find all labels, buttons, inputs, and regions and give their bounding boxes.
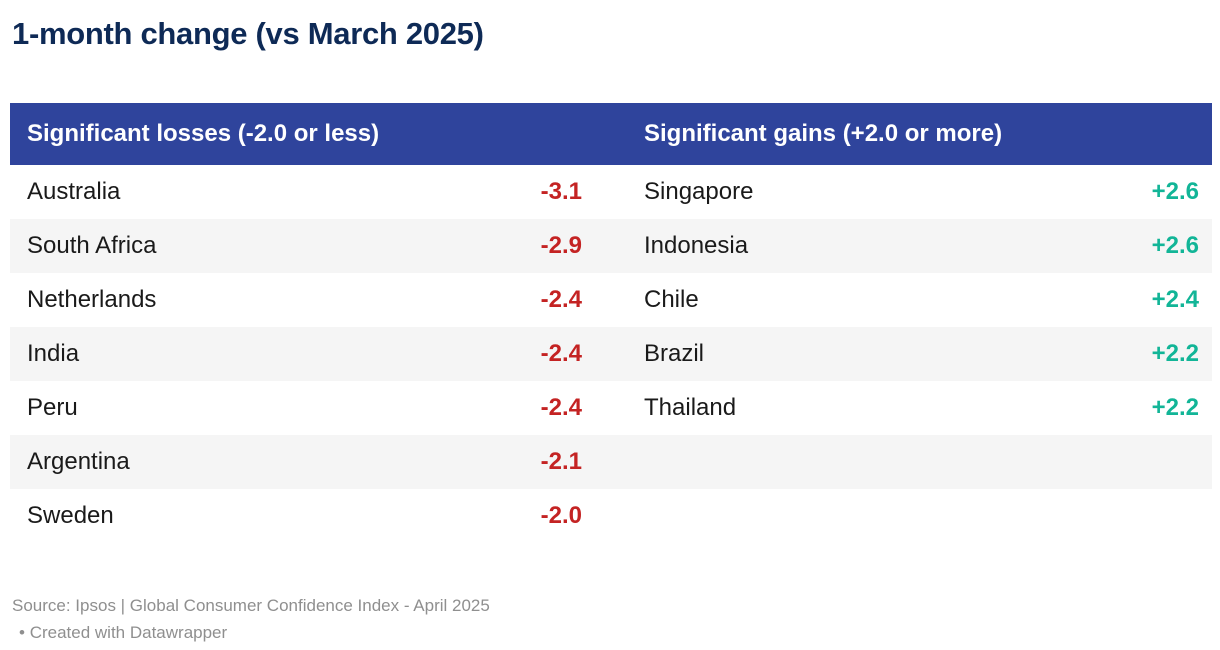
loss-country-cell: Peru <box>27 394 78 421</box>
loss-country-cell: Netherlands <box>27 286 157 313</box>
table-row: Australia -3.1 Singapore +2.6 <box>10 165 1212 219</box>
gain-country-cell: Indonesia <box>644 232 749 259</box>
loss-country-cell: South Africa <box>27 232 157 259</box>
datawrapper-attribution-link[interactable]: Created with Datawrapper <box>29 623 228 642</box>
table-row: Sweden -2.0 <box>10 489 1212 543</box>
loss-value-cell: -2.4 <box>540 286 582 313</box>
table-header-row: Significant losses (-2.0 or less) Signif… <box>10 103 1212 165</box>
loss-country-cell: Sweden <box>27 502 114 529</box>
gain-country-cell: Thailand <box>644 394 737 421</box>
table-row: Peru -2.4 Thailand +2.2 <box>10 381 1212 435</box>
gain-value-cell: +2.4 <box>1151 286 1199 313</box>
loss-value-cell: -2.0 <box>540 502 582 529</box>
gain-value-cell: +2.2 <box>1151 340 1199 367</box>
gain-country-cell: Singapore <box>644 178 754 205</box>
gain-value-cell: +2.6 <box>1151 232 1199 259</box>
loss-value-cell: -3.1 <box>540 178 582 205</box>
loss-country-cell: Argentina <box>27 448 130 475</box>
change-table: Significant losses (-2.0 or less) Signif… <box>10 103 1212 543</box>
chart-title: 1-month change (vs March 2025) <box>12 16 484 51</box>
table-row: South Africa -2.9 Indonesia +2.6 <box>10 219 1212 273</box>
losses-column-header: Significant losses (-2.0 or less) <box>27 120 380 147</box>
table-row: India -2.4 Brazil +2.2 <box>10 327 1212 381</box>
attribution-bullet: • <box>19 623 25 642</box>
loss-value-cell: -2.4 <box>540 394 582 421</box>
attribution-line: • Created with Datawrapper <box>12 619 1220 646</box>
chart-footer: Source: Ipsos | Global Consumer Confiden… <box>12 592 1220 646</box>
gain-country-cell: Brazil <box>644 340 705 367</box>
loss-country-cell: Australia <box>27 178 121 205</box>
table-body: Australia -3.1 Singapore +2.6 South Africa -2… <box>10 165 1212 543</box>
loss-value-cell: -2.1 <box>540 448 582 475</box>
loss-value-cell: -2.9 <box>540 232 582 259</box>
table-row: Argentina -2.1 <box>10 435 1212 489</box>
table-row: Netherlands -2.4 Chile +2.4 <box>10 273 1212 327</box>
gain-country-cell: Chile <box>644 286 699 313</box>
gain-value-cell: +2.2 <box>1151 394 1199 421</box>
gain-value-cell: +2.6 <box>1151 178 1199 205</box>
loss-country-cell: India <box>27 340 80 367</box>
loss-value-cell: -2.4 <box>540 340 582 367</box>
source-line: Source: Ipsos | Global Consumer Confiden… <box>12 596 490 615</box>
gains-column-header: Significant gains (+2.0 or more) <box>644 120 1003 147</box>
